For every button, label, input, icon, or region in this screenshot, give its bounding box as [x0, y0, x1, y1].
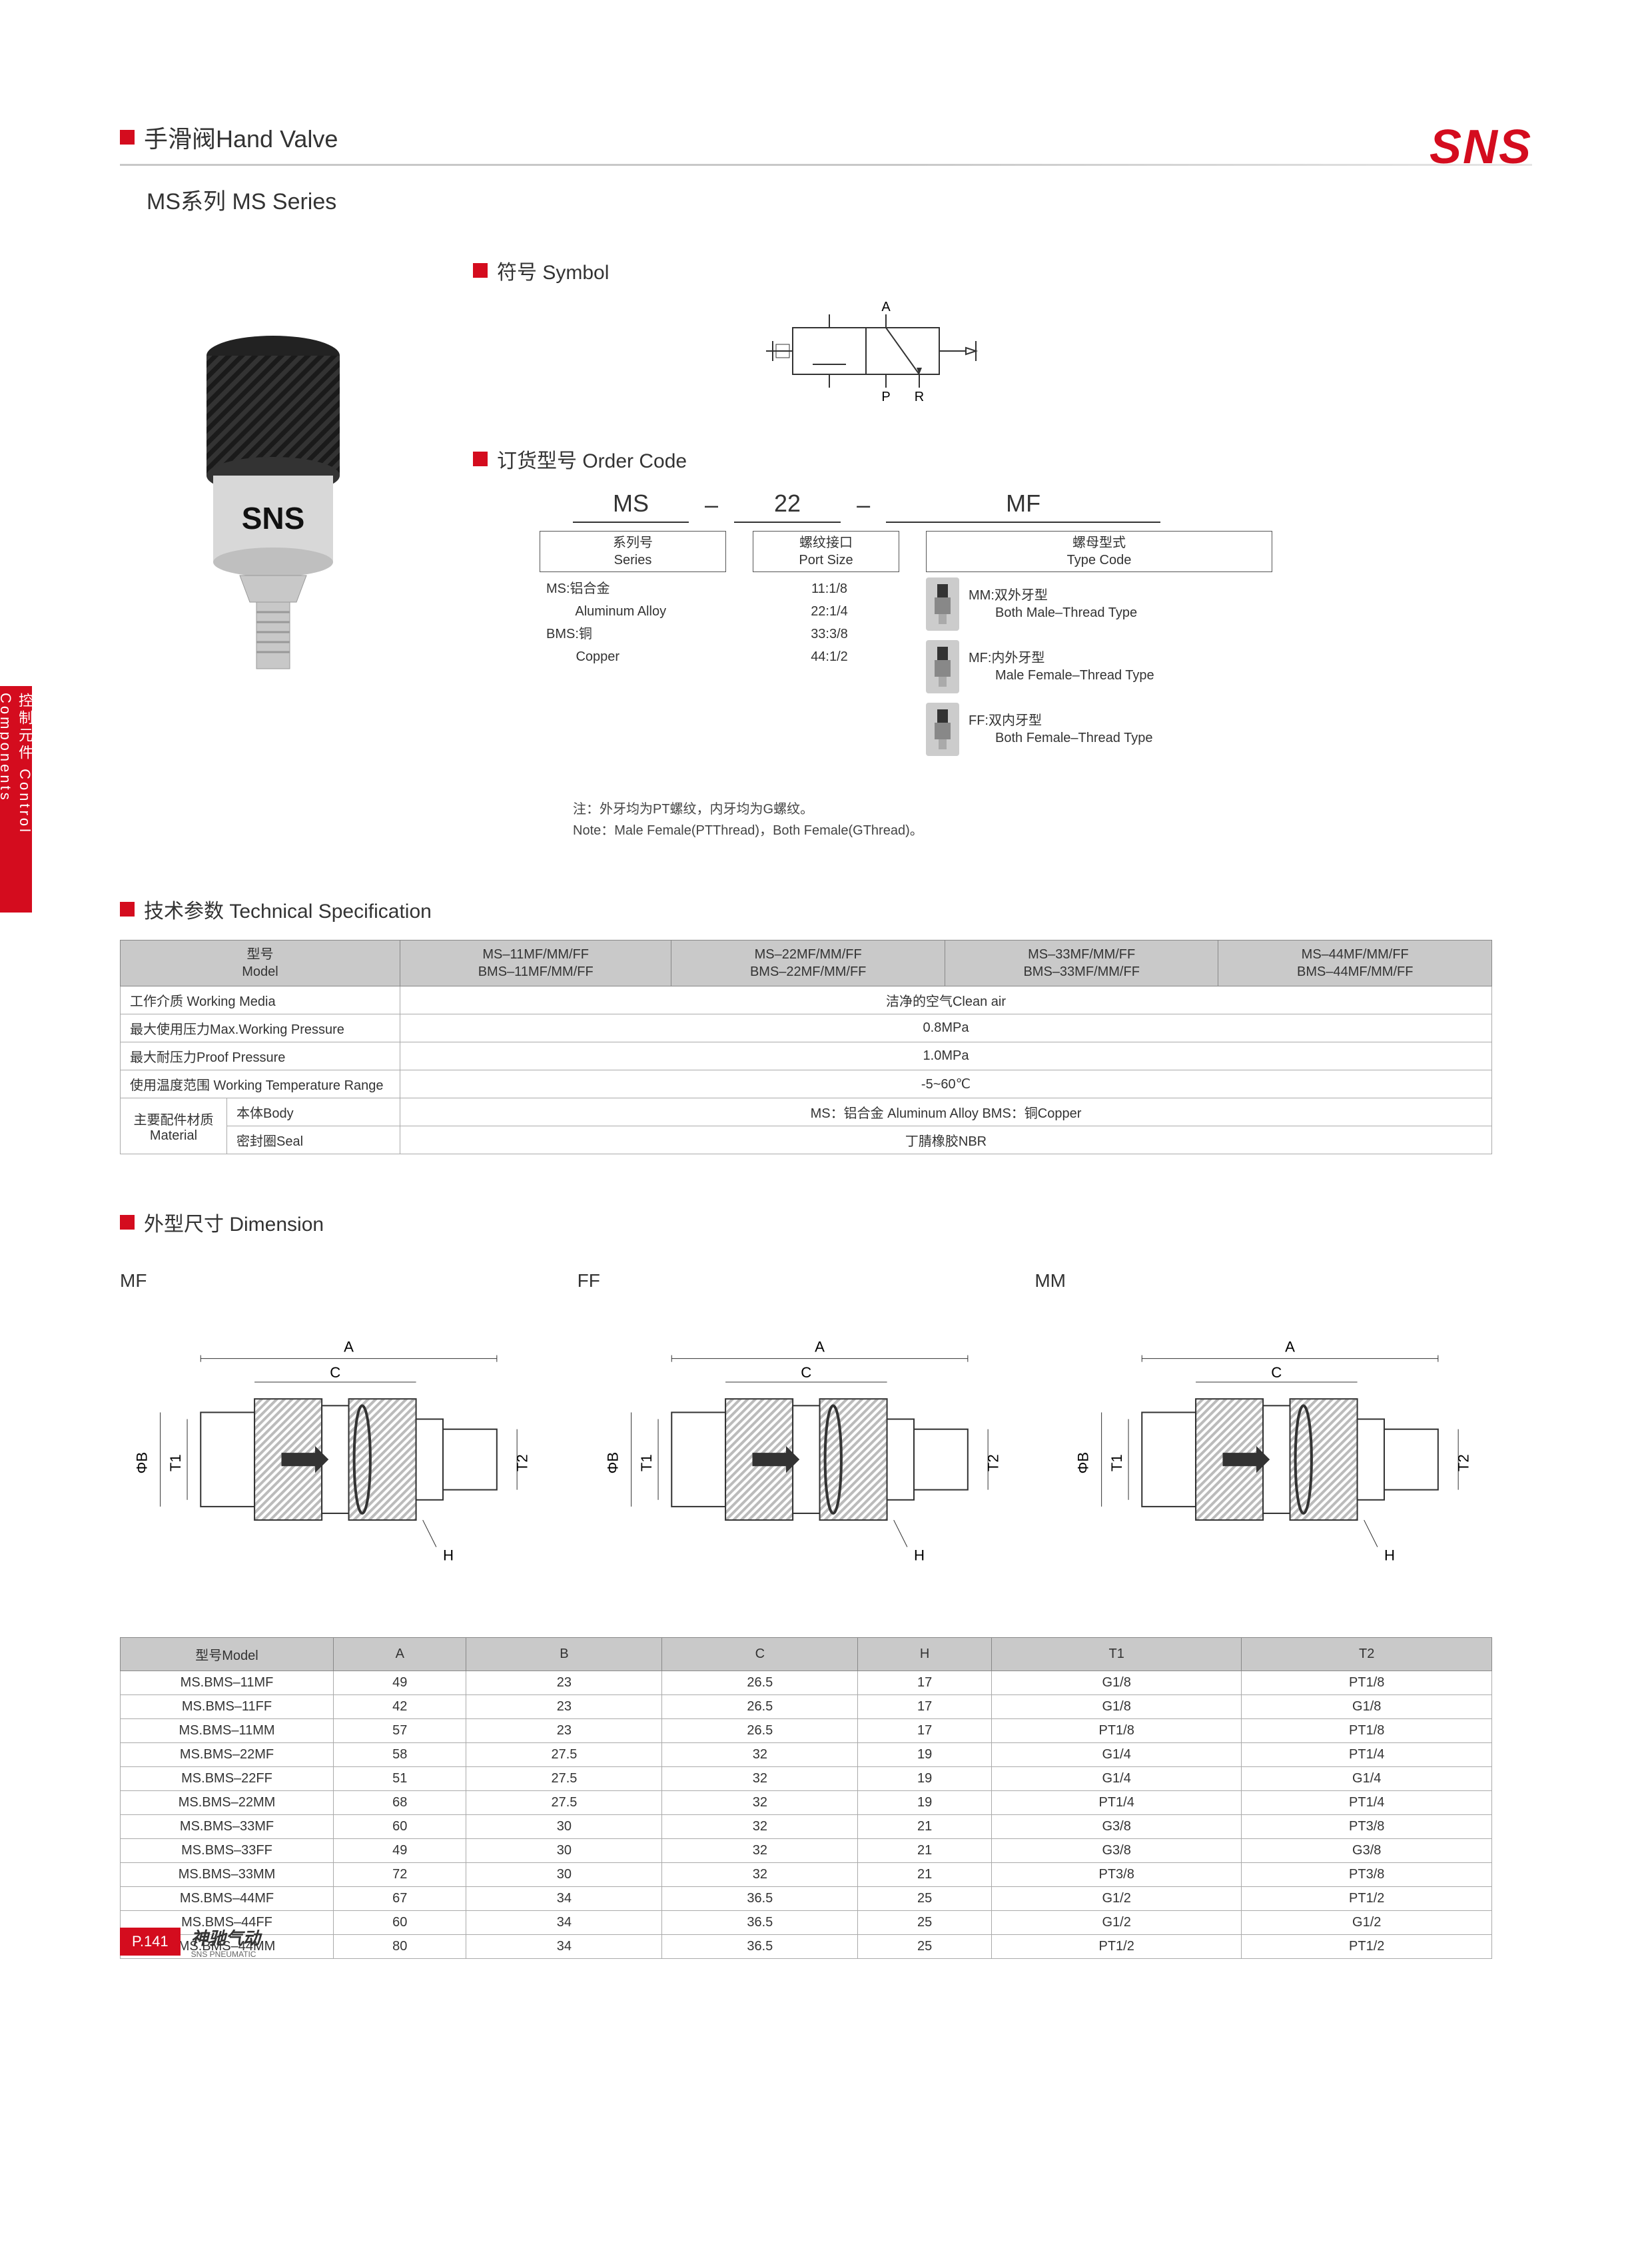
page-title: 手滑阀Hand Valve — [144, 120, 338, 155]
svg-text:T1: T1 — [638, 1454, 655, 1471]
oc-col2-list: 11:1/822:1/433:3/844:1/2 — [753, 577, 899, 668]
ordercode-heading-text: 订货型号 Order Code — [497, 444, 687, 474]
dimension-heading-text: 外型尺寸 Dimension — [144, 1208, 324, 1237]
ordercode-note: 注：外牙均为PT螺纹，内牙均为G螺纹。 Note：Male Female(PTT… — [573, 799, 1532, 841]
section-marker-icon — [120, 902, 135, 917]
oc-seg-port: 22 — [734, 490, 841, 523]
ordercode-sample: MS – 22 – MF — [573, 490, 1532, 523]
svg-text:R: R — [915, 390, 924, 404]
section-marker-icon — [473, 452, 488, 466]
oc-dash: – — [841, 491, 886, 523]
oc-col2-header: 螺纹接口 Port Size — [753, 531, 899, 572]
svg-text:P: P — [881, 390, 890, 404]
svg-text:T2: T2 — [514, 1454, 530, 1471]
svg-text:A: A — [881, 301, 891, 314]
symbol-diagram: A P R — [753, 301, 993, 408]
symbol-heading: 符号 Symbol — [473, 256, 1532, 285]
oc-note-cn: 注：外牙均为PT螺纹，内牙均为G螺纹。 — [573, 799, 1532, 820]
page-number-badge: P.141 — [120, 1928, 181, 1956]
svg-text:H: H — [914, 1547, 925, 1564]
svg-text:C: C — [801, 1364, 811, 1381]
svg-text:H: H — [1384, 1547, 1395, 1564]
page-footer: P.141 神驰气动 SNS PNEUMATIC — [120, 1925, 260, 1959]
svg-text:T1: T1 — [167, 1454, 184, 1471]
svg-text:A: A — [815, 1339, 825, 1355]
brand-logo: SNS — [1430, 120, 1532, 175]
svg-text:A: A — [1285, 1339, 1295, 1355]
side-category-tab: 控制元件 Control Components — [0, 686, 32, 913]
ordercode-heading: 订货型号 Order Code — [473, 444, 1532, 474]
svg-text:ΦB: ΦB — [604, 1452, 621, 1474]
svg-text:ΦB: ΦB — [133, 1452, 150, 1474]
footer-brand-sub: SNS PNEUMATIC — [191, 1950, 260, 1959]
svg-text:T2: T2 — [985, 1454, 1001, 1471]
svg-text:C: C — [330, 1364, 340, 1381]
dimension-table: 型号ModelABCHT1T2 MS.BMS–11MF492326.517G1/… — [120, 1637, 1492, 1959]
symbol-heading-text: 符号 Symbol — [497, 256, 609, 285]
oc-col1-list: MS:铝合金 Aluminum AlloyBMS:铜 Copper — [540, 577, 726, 668]
dimension-heading: 外型尺寸 Dimension — [120, 1208, 1492, 1237]
title-marker-icon — [120, 130, 135, 145]
section-marker-icon — [473, 263, 488, 278]
svg-text:T2: T2 — [1455, 1454, 1472, 1471]
dimension-view-labels: MFFFMM — [120, 1270, 1492, 1292]
oc-seg-series: MS — [573, 490, 689, 523]
footer-brand: 神驰气动 — [191, 1925, 260, 1950]
svg-text:SNS: SNS — [242, 501, 305, 536]
oc-col3-header: 螺母型式 Type Code — [926, 531, 1272, 572]
spec-table: 型号 ModelMS–11MF/MM/FF BMS–11MF/MM/FFMS–2… — [120, 940, 1492, 1154]
svg-text:C: C — [1272, 1364, 1282, 1381]
product-image: SNS — [120, 296, 426, 709]
oc-note-en: Note：Male Female(PTThread)，Both Female(G… — [573, 820, 1532, 841]
spec-heading-text: 技术参数 Technical Specification — [144, 895, 432, 924]
svg-text:ΦB: ΦB — [1075, 1452, 1092, 1474]
spec-heading: 技术参数 Technical Specification — [120, 895, 1492, 924]
page-subtitle: MS系列 MS Series — [147, 183, 1532, 216]
svg-text:A: A — [344, 1339, 354, 1355]
dimension-drawings: A C ΦB T1 T2 H A C ΦB T1 T2 H A C — [120, 1318, 1492, 1577]
svg-text:T1: T1 — [1108, 1454, 1125, 1471]
oc-col3-list: MM:双外牙型Both Male–Thread TypeMF:内外牙型Male … — [926, 577, 1272, 756]
oc-col1-header: 系列号 Series — [540, 531, 726, 572]
svg-text:H: H — [443, 1547, 454, 1564]
page-title-row: 手滑阀Hand Valve — [120, 120, 1532, 155]
oc-dash: – — [689, 491, 734, 523]
oc-seg-type: MF — [886, 490, 1160, 523]
section-marker-icon — [120, 1215, 135, 1230]
title-divider — [120, 164, 1532, 166]
